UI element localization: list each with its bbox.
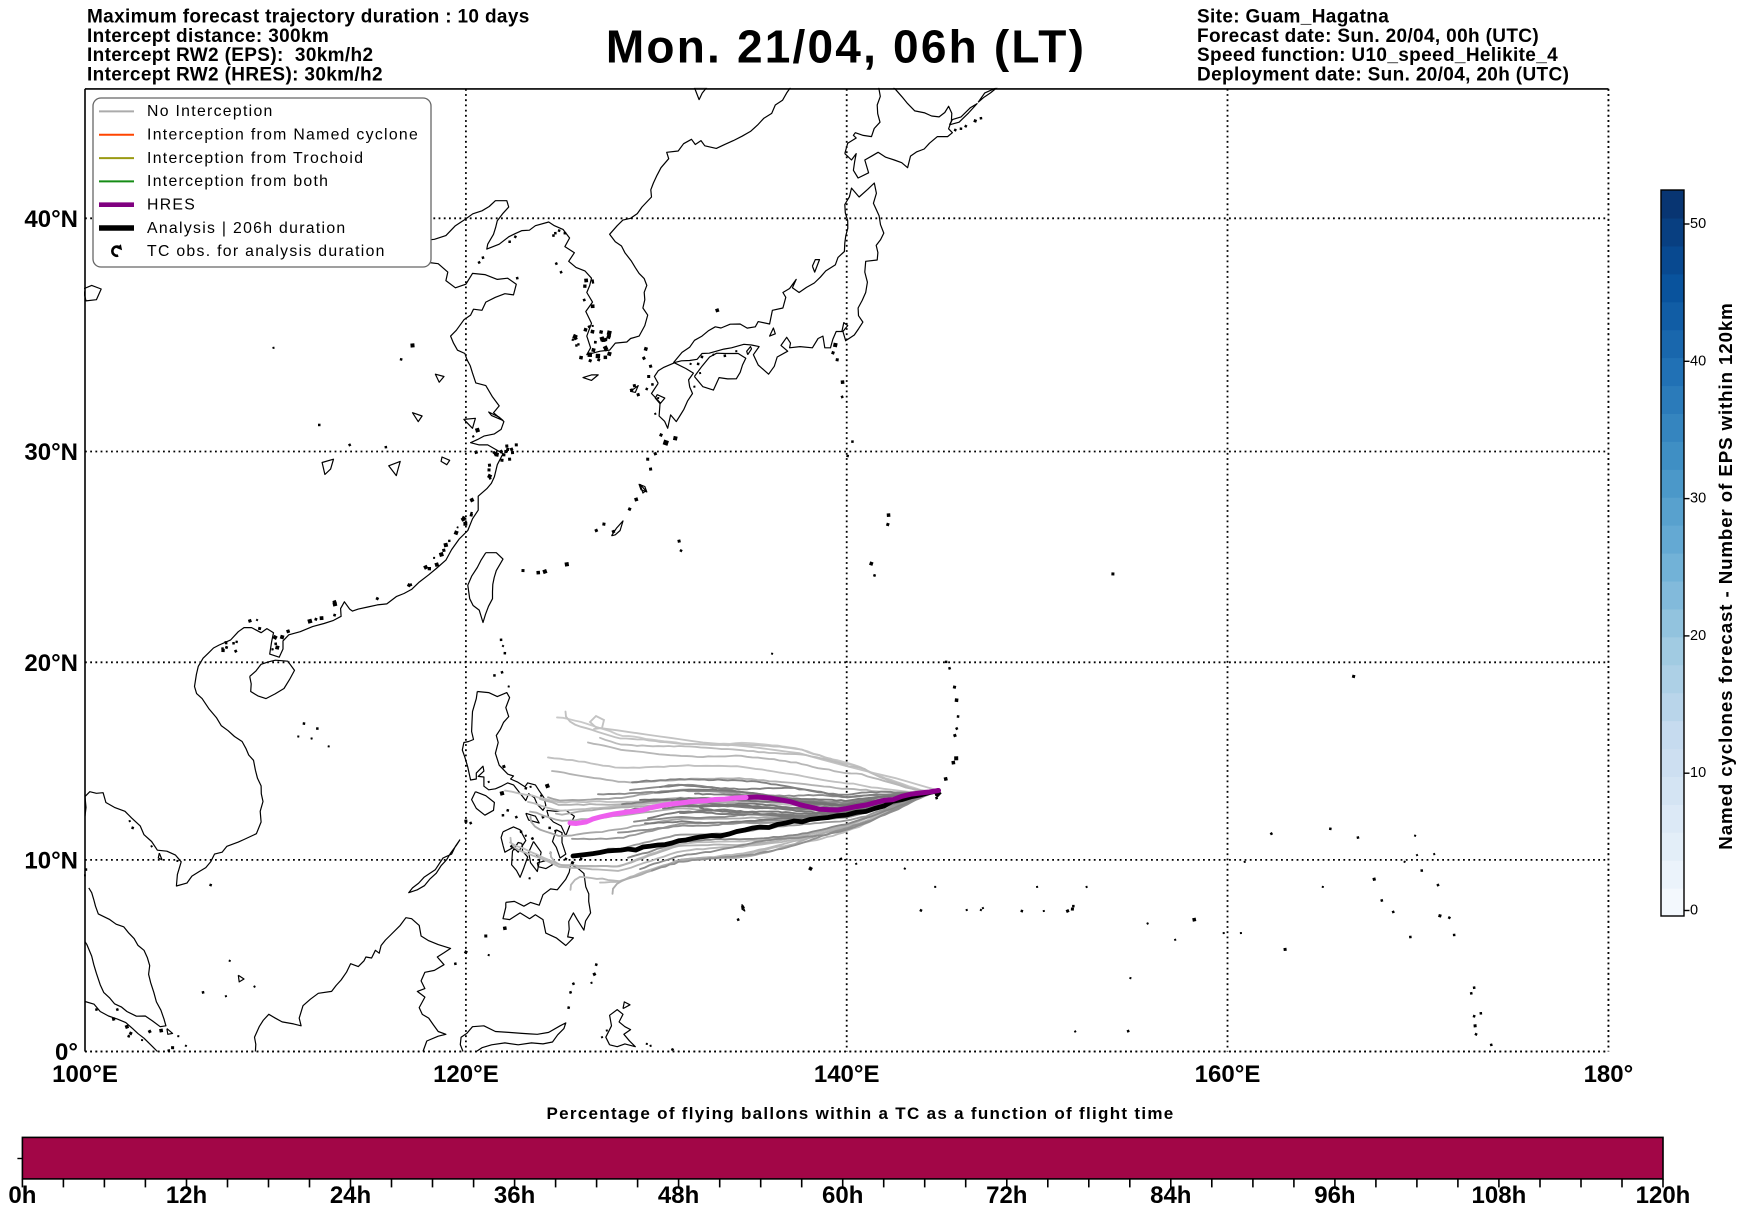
svg-text:Intercept RW2 (HRES): 30km/h2: Intercept RW2 (HRES): 30km/h2 xyxy=(87,64,383,85)
svg-text:0h: 0h xyxy=(8,1182,36,1209)
svg-text:Site: Guam_Hagatna: Site: Guam_Hagatna xyxy=(1197,7,1389,28)
svg-text:36h: 36h xyxy=(494,1182,535,1209)
svg-text:108h: 108h xyxy=(1472,1182,1527,1209)
svg-text:No Interception: No Interception xyxy=(147,103,274,120)
svg-text:Interception from Named cyclon: Interception from Named cyclone xyxy=(147,127,419,144)
svg-text:TC obs. for analysis duration: TC obs. for analysis duration xyxy=(147,243,386,260)
svg-text:24h: 24h xyxy=(330,1182,371,1209)
svg-text:Speed function: U10_speed_Heli: Speed function: U10_speed_Helikite_4 xyxy=(1197,45,1558,66)
svg-text:100°E: 100°E xyxy=(52,1061,118,1088)
svg-text:10: 10 xyxy=(1690,765,1706,781)
svg-text:0°: 0° xyxy=(55,1039,78,1066)
svg-text:72h: 72h xyxy=(986,1182,1027,1209)
svg-text:20: 20 xyxy=(1690,628,1706,644)
svg-text:96h: 96h xyxy=(1314,1182,1355,1209)
svg-text:40°N: 40°N xyxy=(24,206,78,233)
svg-text:180°: 180° xyxy=(1584,1061,1634,1088)
svg-text:Percentage of flying ballons w: Percentage of flying ballons within a TC… xyxy=(546,1104,1174,1123)
svg-text:Intercept distance: 300km: Intercept distance: 300km xyxy=(87,26,329,47)
svg-text:40: 40 xyxy=(1690,353,1706,369)
svg-text:HRES: HRES xyxy=(147,197,196,214)
svg-text:50: 50 xyxy=(1690,216,1706,232)
svg-text:Maximum forecast trajectory du: Maximum forecast trajectory duration : 1… xyxy=(87,7,530,28)
svg-text:48h: 48h xyxy=(658,1182,699,1209)
svg-text:12h: 12h xyxy=(166,1182,207,1209)
svg-text:120°E: 120°E xyxy=(433,1061,499,1088)
svg-text:30°N: 30°N xyxy=(24,439,78,466)
svg-text:30: 30 xyxy=(1690,491,1706,507)
svg-text:20°N: 20°N xyxy=(24,650,78,677)
svg-text:Interception from Trochoid: Interception from Trochoid xyxy=(147,150,364,167)
svg-text:10°N: 10°N xyxy=(24,847,78,874)
svg-text:Intercept RW2 (EPS): 30km/h2: Intercept RW2 (EPS): 30km/h2 xyxy=(87,45,373,66)
svg-text:0: 0 xyxy=(1690,903,1698,919)
svg-text:Deployment date: Sun. 20/04, 2: Deployment date: Sun. 20/04, 20h (UTC) xyxy=(1197,64,1569,85)
svg-text:120h: 120h xyxy=(1636,1182,1691,1209)
svg-text:160°E: 160°E xyxy=(1195,1061,1261,1088)
svg-text:84h: 84h xyxy=(1150,1182,1191,1209)
svg-text:Mon. 21/04, 06h (LT): Mon. 21/04, 06h (LT) xyxy=(606,21,1086,73)
svg-text:Analysis | 206h duration: Analysis | 206h duration xyxy=(147,220,347,237)
svg-text:Forecast date: Sun. 20/04, 00h: Forecast date: Sun. 20/04, 00h (UTC) xyxy=(1197,26,1539,47)
svg-text:60h: 60h xyxy=(822,1182,863,1209)
svg-text:Named cyclones forecast - Numb: Named cyclones forecast - Number of EPS … xyxy=(1715,302,1736,849)
svg-text:Interception from both: Interception from both xyxy=(147,173,329,190)
svg-text:140°E: 140°E xyxy=(814,1061,880,1088)
